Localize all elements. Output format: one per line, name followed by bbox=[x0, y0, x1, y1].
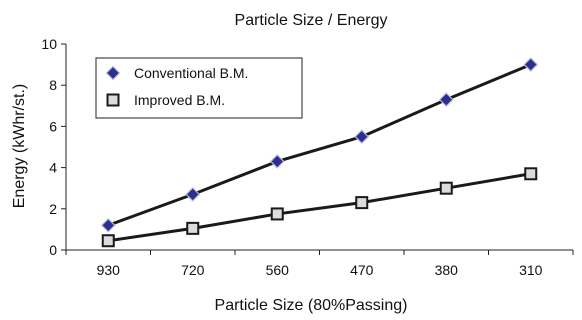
data-point bbox=[438, 92, 454, 107]
data-point bbox=[185, 187, 201, 202]
x-tick-label: 380 bbox=[435, 262, 459, 278]
legend-box bbox=[95, 57, 303, 119]
y-tick-label: 8 bbox=[49, 77, 57, 93]
chart-title: Particle Size / Energy bbox=[235, 12, 388, 29]
data-point bbox=[524, 167, 538, 181]
data-point bbox=[270, 207, 284, 221]
data-point bbox=[101, 234, 115, 248]
y-tick-label: 2 bbox=[49, 201, 57, 217]
legend-label: Improved B.M. bbox=[134, 92, 225, 108]
x-tick-label: 720 bbox=[181, 262, 205, 278]
data-point bbox=[439, 181, 453, 195]
legend-item: Conventional B.M. bbox=[105, 65, 248, 81]
y-tick-label: 4 bbox=[49, 160, 57, 176]
legend-marker bbox=[106, 93, 120, 107]
data-point bbox=[523, 57, 539, 72]
x-tick-label: 560 bbox=[266, 262, 290, 278]
x-tick-label: 470 bbox=[350, 262, 374, 278]
data-point bbox=[100, 217, 116, 233]
y-tick-label: 0 bbox=[49, 242, 57, 258]
x-tick-label: 310 bbox=[519, 262, 543, 278]
legend: Conventional B.M. Improved B.M. bbox=[95, 57, 303, 119]
data-point bbox=[354, 129, 370, 145]
data-point bbox=[269, 154, 285, 169]
series-line bbox=[108, 172, 532, 243]
series-2 bbox=[101, 167, 538, 248]
ticks: 0 2 4 6 8 10 930 720 560 470 380 310 bbox=[41, 36, 574, 278]
legend-marker bbox=[105, 65, 121, 81]
y-tick-label: 6 bbox=[49, 118, 57, 134]
series-layer bbox=[100, 57, 539, 248]
data-point bbox=[186, 221, 200, 235]
series-line bbox=[107, 63, 532, 227]
y-tick-label: 10 bbox=[41, 36, 57, 52]
x-axis-label: Particle Size (80%Passing) bbox=[215, 297, 408, 314]
data-point bbox=[355, 196, 369, 210]
x-tick-label: 930 bbox=[97, 262, 121, 278]
legend-label: Conventional B.M. bbox=[134, 65, 248, 81]
y-axis-label: Energy (kWhr/st.) bbox=[11, 84, 28, 208]
legend-item: Improved B.M. bbox=[106, 92, 225, 108]
series-1 bbox=[100, 57, 539, 233]
